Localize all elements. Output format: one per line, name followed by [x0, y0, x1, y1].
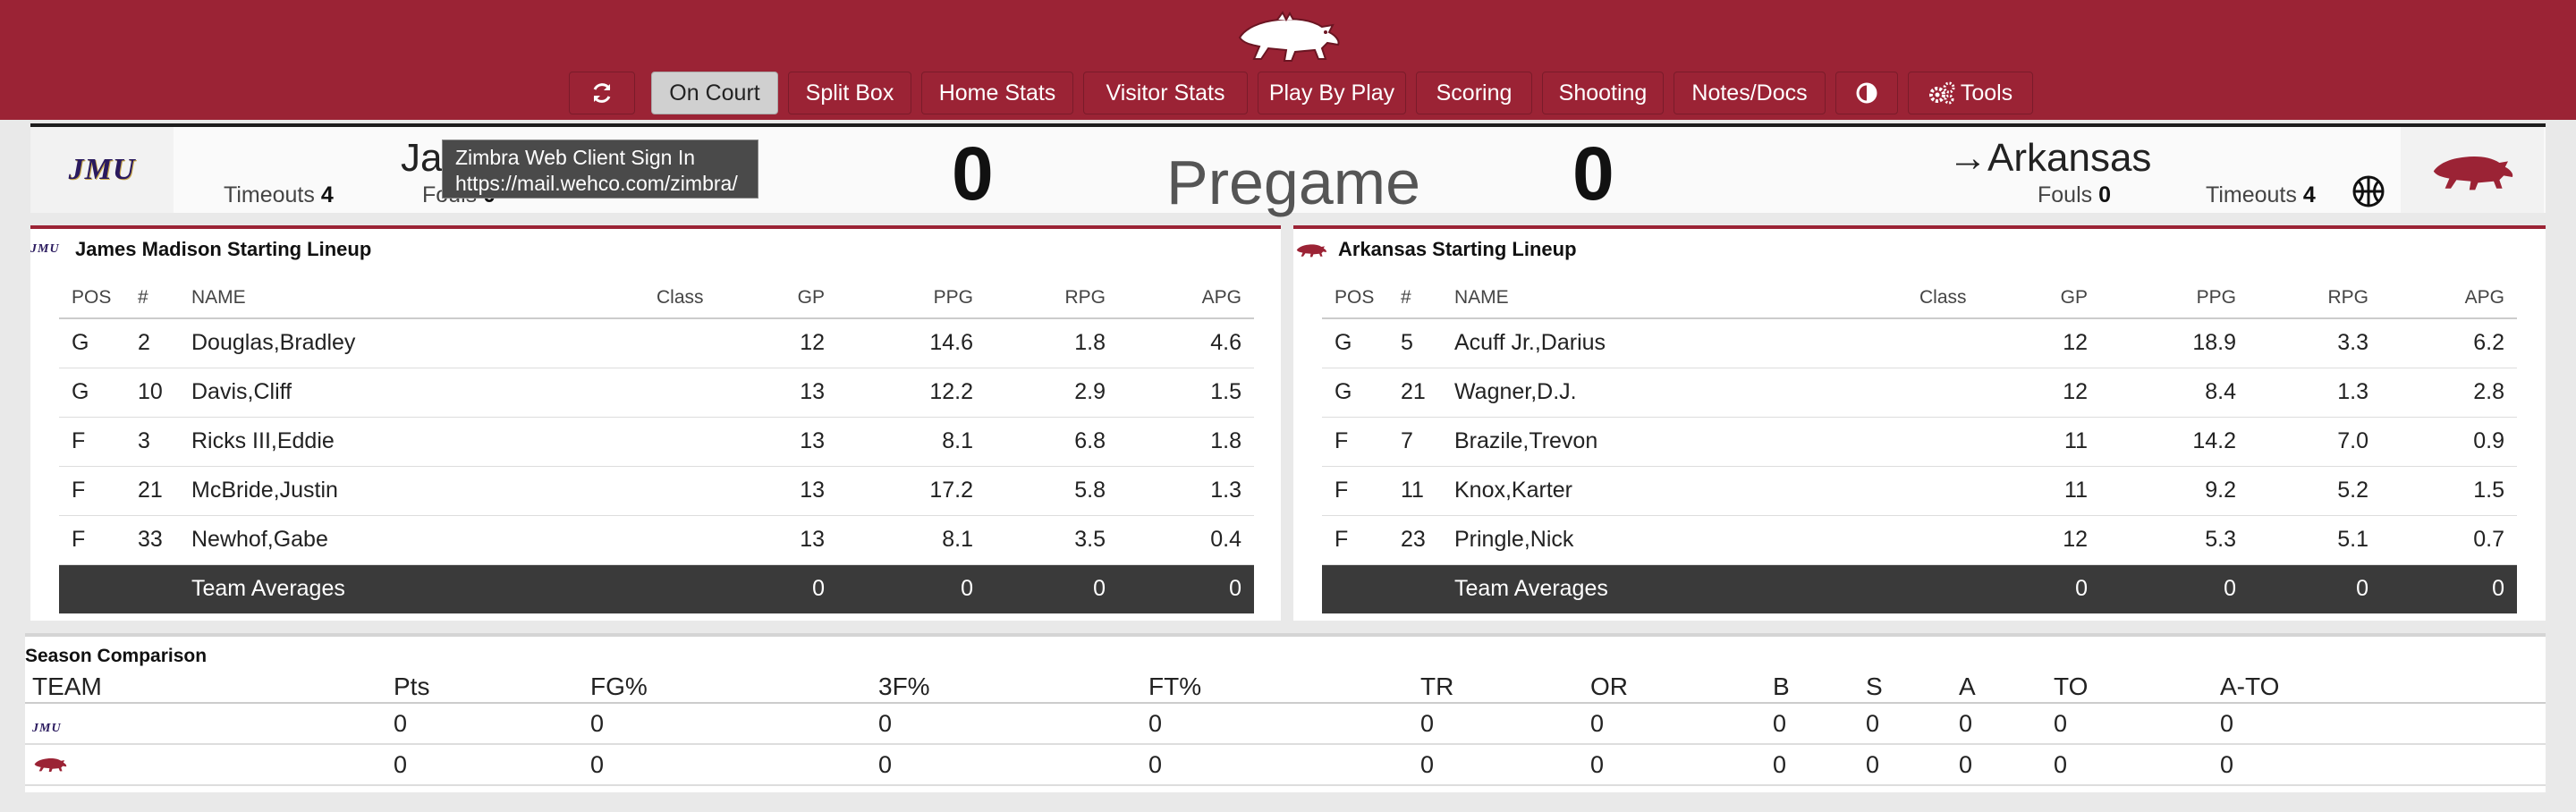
visitor-lineup-table: POS # NAME Class GP PPG RPG APG G 5 Acuff … — [1322, 277, 2517, 613]
visitor-team-name: →Arkansas — [1948, 136, 2152, 180]
home-lineup-title: JMU James Madison Starting Lineup — [30, 238, 372, 260]
scoring-button[interactable]: Scoring — [1416, 72, 1532, 114]
notes-docs-button[interactable]: Notes/Docs — [1674, 72, 1826, 114]
table-row[interactable]: F 21 McBride,Justin 13 17.2 5.8 1.3 — [59, 466, 1254, 516]
jmu-mini-logo: JMU — [32, 721, 62, 735]
table-row[interactable]: F 11 Knox,Karter 11 9.2 5.2 1.5 — [1322, 466, 2517, 516]
home-mini-logo: JMU — [30, 242, 60, 256]
table-row[interactable]: G 5 Acuff Jr.,Darius 12 18.9 3.3 6.2 — [1322, 318, 2517, 368]
table-row[interactable]: F 23 Pringle,Nick 12 5.3 5.1 0.7 — [1322, 515, 2517, 565]
season-comparison-table: TEAM Pts FG% 3F% FT% TR OR B S A TO A-TO… — [25, 671, 2546, 786]
tools-button[interactable]: Tools — [1908, 72, 2033, 114]
split-box-button[interactable]: Split Box — [788, 72, 911, 114]
table-row[interactable]: F 7 Brazile,Trevon 11 14.2 7.0 0.9 — [1322, 417, 2517, 467]
visitor-score: 0 — [1572, 131, 1614, 216]
season-comparison-panel: Season Comparison TEAM Pts FG% 3F% FT% T… — [25, 633, 2546, 792]
visitor-stats-button[interactable]: Visitor Stats — [1083, 72, 1248, 114]
gears-icon — [1928, 81, 1955, 105]
razorback-logo — [1238, 11, 1340, 62]
visitor-timeouts: Timeouts 4 — [2206, 182, 2316, 207]
table-row[interactable]: G 10 Davis,Cliff 13 12.2 2.9 1.5 — [59, 368, 1254, 418]
refresh-icon — [593, 83, 611, 103]
razorback-mini-logo — [34, 757, 67, 772]
table-row[interactable]: G 21 Wagner,D.J. 12 8.4 1.3 2.8 — [1322, 368, 2517, 418]
table-row[interactable]: F 33 Newhof,Gabe 13 8.1 3.5 0.4 — [59, 515, 1254, 565]
game-status: Pregame — [1166, 148, 1421, 217]
browser-tooltip: Zimbra Web Client Sign In https://mail.w… — [442, 140, 758, 199]
on-court-button[interactable]: On Court — [651, 72, 778, 114]
home-lineup-panel: JMU James Madison Starting Lineup POS # … — [30, 225, 1281, 621]
refresh-button[interactable] — [569, 72, 635, 114]
visitor-lineup-title: Arkansas Starting Lineup — [1293, 236, 1577, 263]
shooting-button[interactable]: Shooting — [1542, 72, 1664, 114]
table-row[interactable]: F 3 Ricks III,Eddie 13 8.1 6.8 1.8 — [59, 417, 1254, 467]
visitor-team-logo — [2401, 127, 2544, 213]
contrast-icon — [1856, 82, 1877, 104]
home-score: 0 — [952, 131, 994, 216]
visitor-lineup-panel: Arkansas Starting Lineup POS # NAME Clas… — [1293, 225, 2546, 621]
visitor-fouls: Fouls 0 — [2038, 182, 2111, 207]
table-row[interactable]: G 2 Douglas,Bradley 12 14.6 1.8 4.6 — [59, 318, 1254, 368]
season-comparison-title: Season Comparison — [25, 646, 208, 666]
home-lineup-table: POS # NAME Class GP PPG RPG APG G 2 Dougla… — [59, 277, 1254, 613]
home-timeouts: Timeouts 4 — [224, 182, 334, 207]
home-stats-button[interactable]: Home Stats — [921, 72, 1073, 114]
scoreboard: JMU Ja Timeouts 4 Fouls 0 0 Pregame 0 →A… — [30, 123, 2546, 217]
main-nav: On Court Split Box Home Stats Visitor St… — [0, 72, 2576, 114]
possession-arrow-icon: → — [1948, 136, 1987, 180]
basketball-icon — [2352, 175, 2385, 207]
play-by-play-button[interactable]: Play By Play — [1258, 72, 1406, 114]
theme-toggle-button[interactable] — [1835, 72, 1898, 114]
home-team-name: Ja — [401, 136, 443, 180]
visitor-mini-logo — [1296, 244, 1326, 258]
home-team-logo: JMU — [30, 127, 174, 213]
